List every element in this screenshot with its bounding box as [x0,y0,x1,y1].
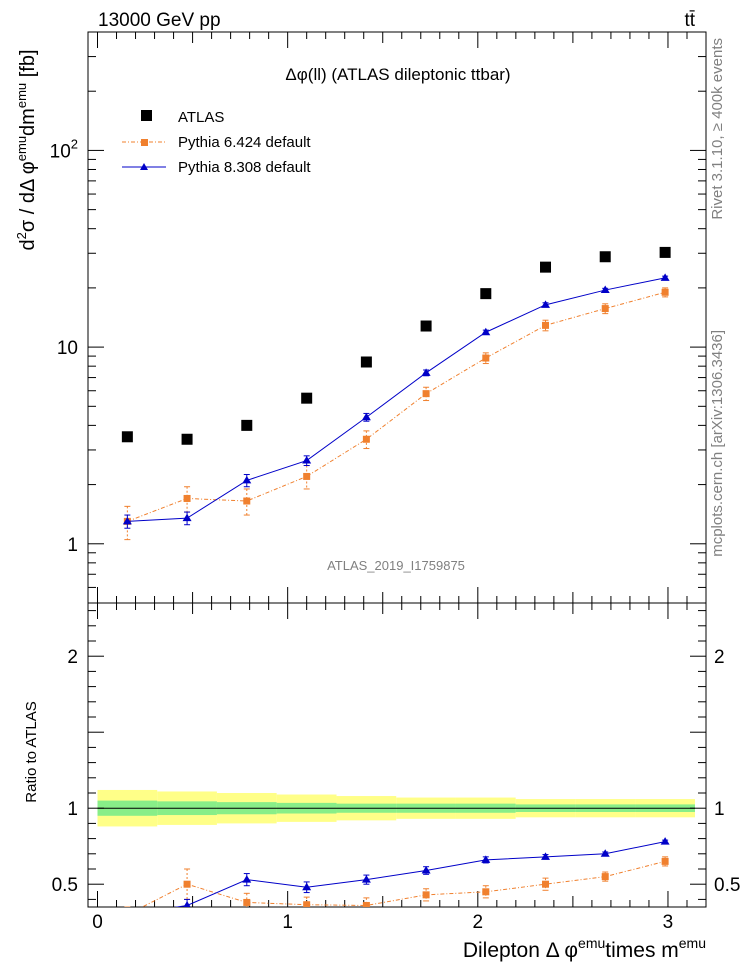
data-point [360,356,372,368]
y-tick-label-ratio: 2 [67,647,78,668]
legend: ATLAS Pythia 6.424 default Pythia 8.308 … [122,109,311,176]
series-line [127,291,666,522]
data-point [600,849,610,857]
data-point [422,390,430,398]
y-axis-label-main: d2σ / dΔ φemudmemu [fb] [14,49,39,250]
header-right: tt̄ [684,10,695,31]
data-point [420,320,432,332]
uncertainty-bands [97,789,695,827]
header-left: 13000 GeV pp [98,10,221,31]
x-tick-label: 2 [473,912,484,933]
x-tick-label: 0 [92,912,103,933]
data-point [183,494,191,502]
y-tick-label-base: 10 [57,338,78,359]
data-point [600,285,610,294]
y-tick-label-main: 102 [50,136,78,162]
data-point [361,412,371,421]
mcplots-label: mcplots.cern.ch [arXiv:1306.3436] [709,330,726,557]
data-point [303,901,311,907]
y-tick-label-base: 1 [67,535,78,556]
data-point [243,497,251,505]
data-point [481,855,491,863]
data-point [422,891,430,899]
main-plot-data [121,246,671,541]
y-tick-label-main: 1 [67,535,78,556]
data-point [121,431,133,443]
data-point [242,875,252,883]
data-point [601,305,609,313]
data-point [183,900,191,907]
data-point [242,475,252,484]
y-axis-label-ratio: Ratio to ATLAS [23,701,40,802]
y-tick-label-ratio-right: 0.5 [714,875,740,896]
data-point [661,857,669,865]
data-point [421,368,431,376]
legend-label-pythia8: Pythia 8.308 default [178,159,311,176]
legend-marker-pythia6 [141,139,148,146]
data-point [541,300,551,308]
rivet-label: Rivet 3.1.10, ≥ 400k events [709,38,726,220]
data-point [660,837,670,845]
ratio-plot-frame [87,602,707,908]
data-point [123,910,132,918]
y-tick-label-ratio-right: 1 [714,799,725,820]
data-point [661,288,669,296]
legend-label-pythia6: Pythia 6.424 default [178,134,311,151]
x-tick-label: 1 [282,912,293,933]
data-point [542,321,550,329]
data-point [241,419,253,431]
data-point [421,866,431,874]
plot-title: Δφ(ll) (ATLAS dileptonic ttbar) [285,65,510,84]
y-tick-label-ratio-right: 2 [714,647,725,668]
data-point [301,392,313,404]
data-point [362,435,370,443]
data-point [124,911,131,918]
legend-marker-atlas [141,110,152,121]
data-point [542,880,550,888]
data-point [302,456,312,464]
ratio-plot-data [123,837,670,918]
data-point [481,327,491,336]
data-point [182,513,192,522]
data-point [599,251,611,263]
legend-marker-pythia8 [140,163,148,170]
watermark-label: ATLAS_2019_I1759875 [327,558,465,573]
y-tick-label-main: 10 [57,338,78,359]
data-point [122,516,132,525]
data-point [361,875,371,883]
series-line [127,277,666,522]
data-point [362,901,370,907]
series-line [141,860,666,907]
data-point [302,882,312,891]
legend-label-atlas: ATLAS [178,109,224,126]
y-tick-label-exponent: 2 [71,136,78,151]
data-point [482,888,490,896]
data-point [541,852,551,860]
y-tick-label-ratio: 0.5 [52,875,78,896]
x-axis-label: Dilepton Δ φemutimes memu [463,935,706,962]
series-line [173,841,666,907]
y-tick-label-ratio: 1 [67,799,78,820]
data-point [181,433,193,445]
x-tick-label: 3 [663,912,674,933]
data-point [303,472,311,480]
data-point [183,880,191,888]
y-tick-label-base: 10 [50,141,71,162]
data-point [480,288,492,300]
data-point [243,898,251,906]
data-point [482,354,490,362]
data-point [540,261,552,273]
data-point [659,246,671,258]
data-point [601,873,609,881]
data-point [660,273,670,281]
